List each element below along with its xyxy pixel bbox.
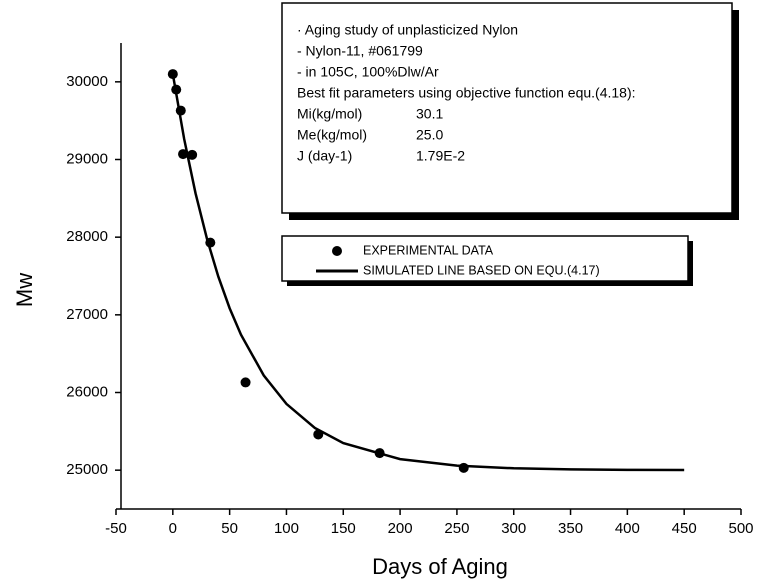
data-point bbox=[240, 377, 251, 388]
x-axis-title: Days of Aging bbox=[372, 554, 508, 579]
annotation-box bbox=[281, 2, 733, 214]
y-axis-title: Mw bbox=[12, 273, 37, 307]
x-tick-label: 150 bbox=[331, 520, 356, 537]
annotation-param: J (day-1) bbox=[297, 148, 352, 164]
annotation-line: Best fit parameters using objective func… bbox=[297, 85, 636, 101]
annotation-param: 30.1 bbox=[416, 106, 443, 122]
data-point bbox=[458, 462, 469, 473]
legend-marker bbox=[332, 246, 342, 256]
x-tick-label: 200 bbox=[388, 520, 413, 537]
x-tick-label: 350 bbox=[558, 520, 583, 537]
x-tick-label: -50 bbox=[105, 520, 127, 537]
x-tick-label: 0 bbox=[169, 520, 177, 537]
annotation-line: · Aging study of unplasticized Nylon bbox=[297, 22, 518, 38]
annotation-param: 25.0 bbox=[416, 127, 443, 143]
y-tick-label: 25000 bbox=[66, 461, 108, 478]
annotation-param: 1.79E-2 bbox=[416, 148, 465, 164]
legend-box bbox=[281, 235, 689, 282]
x-tick-label: 250 bbox=[444, 520, 469, 537]
y-tick-label: 29000 bbox=[66, 150, 108, 167]
x-tick-label: 300 bbox=[501, 520, 526, 537]
y-tick-label: 26000 bbox=[66, 383, 108, 400]
y-tick-label: 27000 bbox=[66, 306, 108, 323]
annotation-param: Me(kg/mol) bbox=[297, 127, 367, 143]
x-tick-label: 500 bbox=[728, 520, 753, 537]
x-tick-label: 400 bbox=[615, 520, 640, 537]
annotation-line: - Nylon-11, #061799 bbox=[297, 43, 423, 59]
x-tick-label: 50 bbox=[221, 520, 238, 537]
legend-label: SIMULATED LINE BASED ON EQU.(4.17) bbox=[363, 263, 600, 277]
legend-label: EXPERIMENTAL DATA bbox=[363, 243, 494, 257]
fit-line bbox=[171, 73, 685, 472]
x-tick-label: 100 bbox=[274, 520, 299, 537]
annotation-param: Mi(kg/mol) bbox=[297, 106, 362, 122]
y-tick-label: 30000 bbox=[66, 73, 108, 90]
annotation-line: - in 105C, 100%Dlw/Ar bbox=[297, 64, 439, 80]
data-point bbox=[187, 149, 198, 160]
y-tick-label: 28000 bbox=[66, 228, 108, 245]
x-tick-label: 450 bbox=[672, 520, 697, 537]
